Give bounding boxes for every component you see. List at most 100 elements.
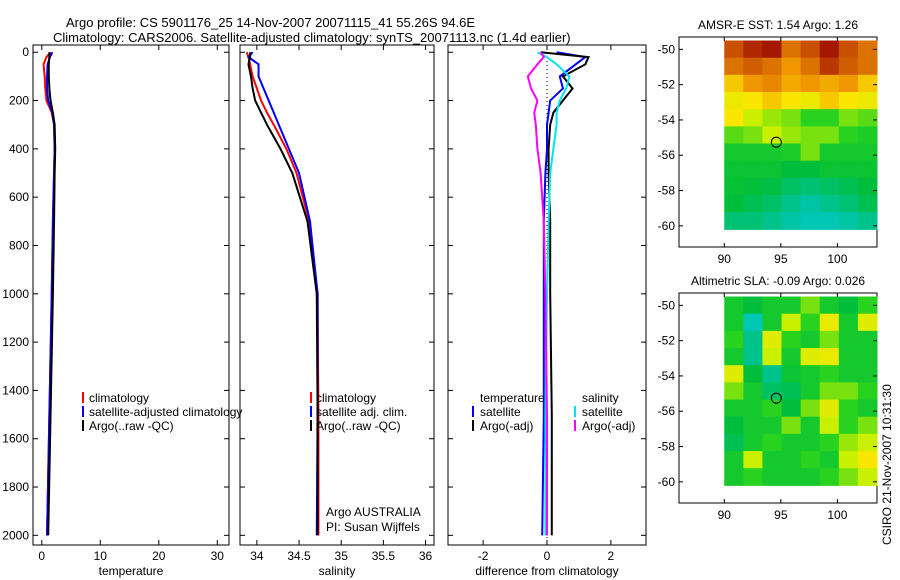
map-cell [819,92,840,110]
y-tick-label: -52 [658,334,676,348]
map-cell [800,433,821,452]
map-cell [838,433,859,452]
map-cell [781,212,802,230]
map-cell [800,399,821,418]
map-cell [838,143,859,162]
map-cell [762,195,783,213]
map-cell [743,348,763,366]
map-cell [762,468,783,486]
x-axis-label: salinity [319,564,356,578]
map-cell [781,74,802,93]
y-tick-label: 400 [9,142,29,156]
map-cell [819,348,840,366]
legend-heading-salinity: salinity [582,391,619,405]
map-cell [762,177,783,196]
y-tick-label: 800 [9,238,29,252]
figure-title-line1: Argo profile: CS 5901176_25 14-Nov-2007 … [66,15,475,30]
map-cell [743,74,763,93]
map-cell [819,40,840,59]
map-cell [743,296,763,315]
x-tick-label: -2 [478,549,489,563]
map-cell [857,57,878,76]
map-cell [743,399,763,418]
x-tick-label: 100 [827,252,847,266]
map-cell [724,365,744,383]
x-tick-label: 35.5 [372,549,396,563]
map-cell [800,177,821,196]
timestamp: CSIRO 21-Nov-2007 10:31:30 [880,384,894,545]
map-cell [762,92,783,110]
map-cell [743,143,763,162]
map-cell [819,212,840,230]
map-cell [857,160,878,179]
legend-swatch-climatology [82,392,84,403]
x-tick-label: 30 [211,549,225,563]
map-cell [838,382,859,401]
map-cell [743,468,763,486]
map-cell [724,330,744,349]
legend-label: satellite [480,405,521,419]
map-cell [819,399,840,418]
map-cell [762,126,783,145]
map-cell [838,330,859,349]
map-cell [857,195,878,213]
y-tick-label: 1600 [2,432,29,446]
map-cell [762,74,783,93]
map-title: AMSR-E SST: 1.54 Argo: 1.26 [698,18,858,32]
map-cell [762,296,783,315]
legend-label: Argo(..raw -QC) [89,419,174,433]
x-tick-label: 34 [250,549,264,563]
map-cell [838,195,859,213]
map-cell [724,74,744,93]
map-cell [857,143,878,162]
temperature-legend: climatology satellite-adjusted climatolo… [82,391,242,433]
map-cell [762,451,783,469]
map-cell [838,160,859,179]
legend-swatch-satellite [310,406,312,417]
map-cell [781,382,802,401]
map-cell [762,433,783,452]
map-cell [800,451,821,469]
map-cell [819,451,840,469]
y-tick-label: 1800 [2,480,29,494]
map-cell [838,468,859,486]
map-cell [781,313,802,332]
map-cell [819,57,840,76]
y-tick-label: 600 [9,190,29,204]
map-cell [857,468,878,486]
legend-label: Argo(-adj) [480,419,533,433]
map-cell [743,365,763,383]
map-cell [724,296,744,315]
x-tick-label: 100 [827,508,847,522]
map-cell [724,433,744,452]
credit-line2: PI: Susan Wijffels [326,520,420,534]
y-tick-label: -54 [658,369,676,383]
argo-location-marker [770,136,782,148]
map-cell [800,160,821,179]
map-cell [800,382,821,401]
map-cell [838,126,859,145]
x-axis-label: temperature [99,564,164,578]
map-cell [781,330,802,349]
map-cell [857,451,878,469]
map-cell [819,143,840,162]
map-cell [762,212,783,230]
map-cell [838,365,859,383]
series-line-temperature-argo-adj- [540,51,590,536]
map-cell [743,126,763,145]
map-cell [743,57,763,76]
map-cell [800,313,821,332]
map-cell [724,177,744,196]
map-cell [762,330,783,349]
map-cell [781,365,802,383]
map-cell [743,433,763,452]
map-cell [800,57,821,76]
map-cell [724,348,744,366]
map-cell [781,399,802,418]
y-tick-label: -56 [658,404,676,418]
map-cell [819,195,840,213]
map-cell [781,160,802,179]
map-cell [800,126,821,145]
legend-swatch-argo [310,420,312,431]
